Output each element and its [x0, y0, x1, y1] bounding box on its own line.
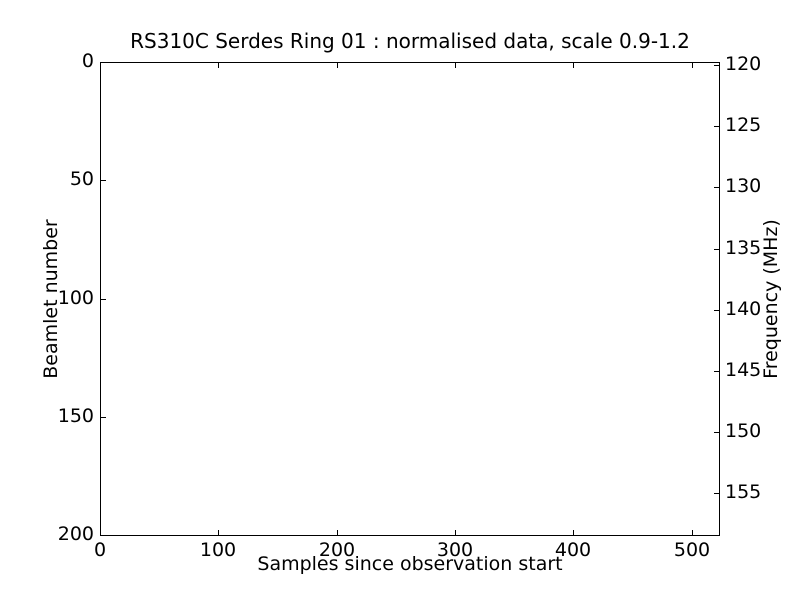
- y-right-tick-label: 130: [725, 175, 762, 198]
- y-right-tick-mark: [714, 310, 719, 311]
- y-right-tick-label: 135: [725, 237, 762, 260]
- x-tick-mark-top: [692, 63, 693, 68]
- y-left-tick-mark: [101, 180, 106, 181]
- y-right-tick-mark: [714, 187, 719, 188]
- plot-area: [100, 62, 720, 536]
- x-tick-mark: [692, 530, 693, 535]
- x-tick-label: 0: [93, 539, 107, 561]
- x-tick-mark: [337, 530, 338, 535]
- y-left-tick-mark: [101, 62, 106, 63]
- x-tick-mark: [218, 530, 219, 535]
- y-right-tick-label: 120: [725, 53, 762, 76]
- x-tick-mark-top: [573, 63, 574, 68]
- y-right-tick-mark: [714, 65, 719, 66]
- y-right-tick-mark: [714, 126, 719, 127]
- x-tick-mark-top: [455, 63, 456, 68]
- x-tick-mark-top: [100, 63, 101, 68]
- y-left-tick-mark: [101, 535, 106, 536]
- x-tick-label: 300: [436, 539, 474, 561]
- y-left-tick-label: 50: [69, 168, 94, 191]
- y-left-tick-mark: [101, 417, 106, 418]
- x-axis-label: Samples since observation start: [257, 553, 563, 575]
- y-right-tick-label: 155: [725, 481, 762, 504]
- x-tick-label: 400: [554, 539, 592, 561]
- y-right-tick-mark: [714, 493, 719, 494]
- y-left-tick-mark: [101, 299, 106, 300]
- x-tick-mark: [573, 530, 574, 535]
- y-left-tick-label: 200: [57, 523, 94, 546]
- plot-title: RS310C Serdes Ring 01 : normalised data,…: [130, 29, 690, 53]
- y-left-tick-label: 100: [57, 287, 94, 310]
- x-tick-mark: [455, 530, 456, 535]
- y-axis-label-right: Frequency (MHz): [760, 219, 782, 379]
- y-right-tick-label: 150: [725, 420, 762, 443]
- y-left-tick-label: 150: [57, 405, 94, 428]
- y-right-tick-mark: [714, 432, 719, 433]
- x-tick-mark: [100, 530, 101, 535]
- y-right-tick-mark: [714, 249, 719, 250]
- x-tick-label: 500: [673, 539, 711, 561]
- y-right-tick-label: 145: [725, 359, 762, 382]
- x-tick-label: 100: [199, 539, 237, 561]
- x-tick-label: 200: [318, 539, 356, 561]
- y-right-tick-mark: [714, 371, 719, 372]
- y-right-tick-label: 140: [725, 298, 762, 321]
- y-left-tick-label: 0: [81, 50, 94, 73]
- x-tick-mark-top: [218, 63, 219, 68]
- y-right-tick-label: 125: [725, 114, 762, 137]
- x-tick-mark-top: [337, 63, 338, 68]
